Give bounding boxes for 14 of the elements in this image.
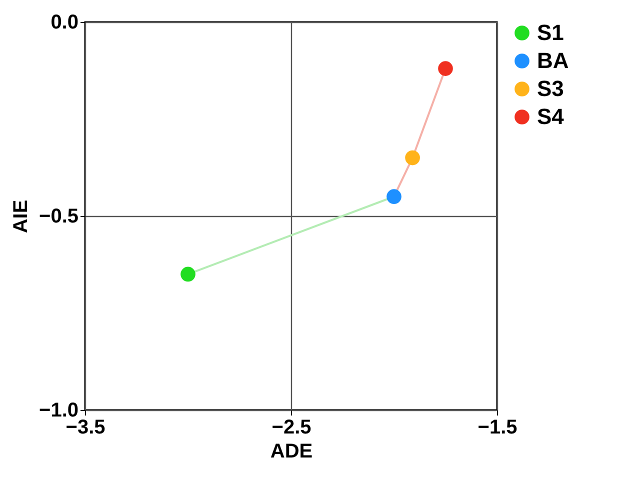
y-axis-title: AIE — [10, 200, 32, 234]
point — [405, 150, 420, 166]
legend-label: S4 — [537, 104, 565, 129]
legend-label: S3 — [537, 76, 564, 101]
point — [180, 266, 196, 282]
y-tick-label: 0.0 — [50, 12, 78, 34]
legend-label: BA — [537, 48, 569, 73]
x-tick-label: −1.5 — [478, 416, 518, 438]
y-tick-label: −0.5 — [39, 206, 78, 228]
x-axis-title: ADE — [270, 440, 313, 462]
x-tick-label: −2.5 — [272, 416, 312, 438]
point — [386, 189, 402, 204]
legend-label: S1 — [537, 20, 564, 45]
point — [438, 61, 453, 76]
